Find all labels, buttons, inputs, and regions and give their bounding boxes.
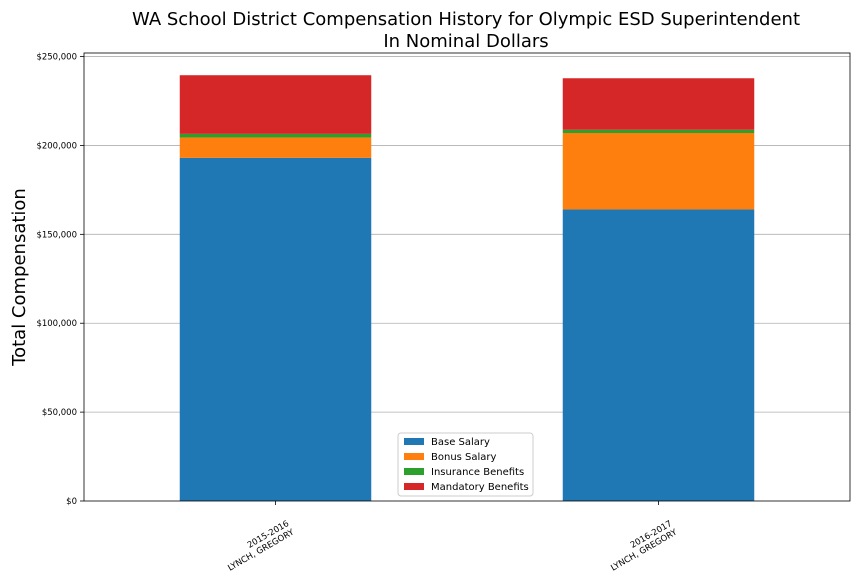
legend-box — [397, 432, 534, 497]
y-tick-label: $150,000 — [36, 230, 77, 240]
bar-segment-base-salary — [562, 209, 755, 501]
legend-swatch — [404, 483, 424, 490]
bar-segment-insurance-benefits — [562, 129, 755, 133]
legend-label: Base Salary — [431, 437, 490, 448]
y-axis-label: Total Compensation — [9, 188, 30, 367]
bars — [179, 75, 755, 501]
legend-swatch — [404, 453, 424, 460]
legend-label: Bonus Salary — [431, 452, 497, 463]
legend-label: Insurance Benefits — [431, 467, 524, 478]
y-tick-label: $50,000 — [42, 408, 77, 418]
legend: Base Salary Bonus Salary Insurance Benefit… — [397, 432, 534, 497]
plot-frame — [83, 52, 851, 502]
bar-segment-bonus-salary — [562, 133, 755, 210]
bar-segment-mandatory-benefits — [179, 75, 372, 134]
y-tick-label: $100,000 — [36, 319, 77, 329]
y-tick-label: $200,000 — [36, 141, 77, 151]
legend-swatch — [404, 468, 424, 475]
chart-subtitle: In Nominal Dollars — [383, 31, 548, 52]
bar-segment-bonus-salary — [179, 137, 372, 158]
bar-segment-insurance-benefits — [179, 133, 372, 138]
legend-swatch — [404, 438, 424, 445]
legend-label: Mandatory Benefits — [431, 482, 529, 493]
y-tick-label: $250,000 — [36, 53, 77, 63]
y-tick-label: $0 — [66, 497, 77, 507]
bar-segment-base-salary — [179, 157, 372, 501]
bar-segment-mandatory-benefits — [562, 78, 755, 130]
chart-title: WA School District Compensation History … — [132, 9, 800, 30]
